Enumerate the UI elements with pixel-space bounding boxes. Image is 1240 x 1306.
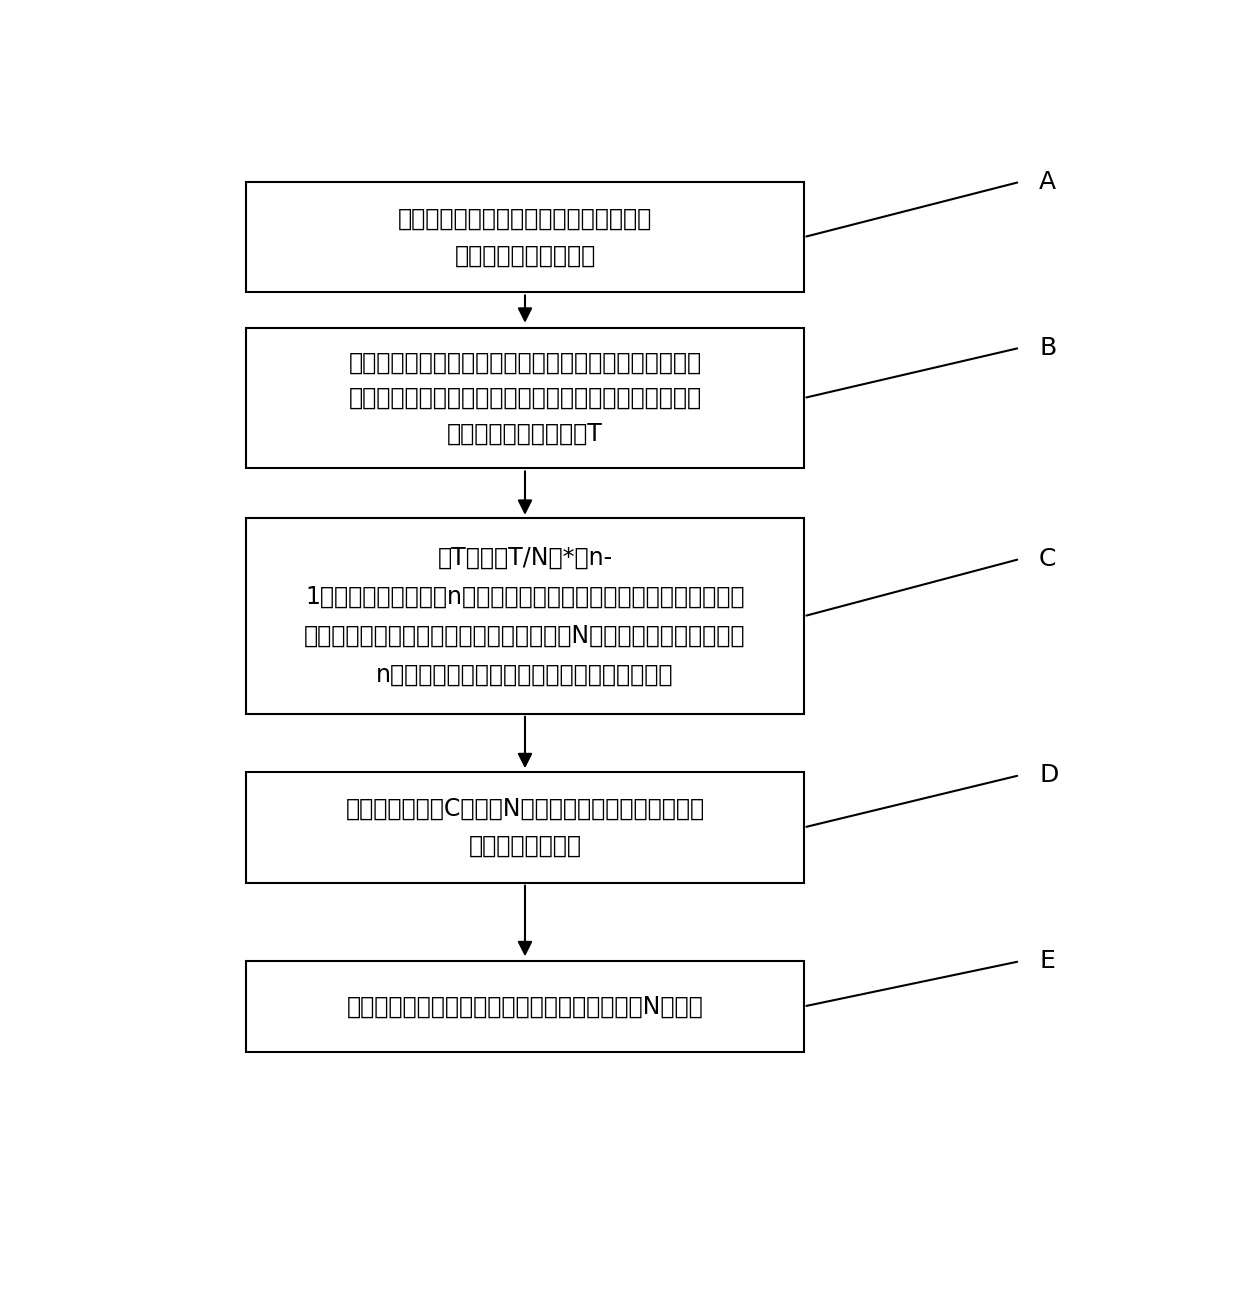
Text: E: E	[1039, 949, 1055, 973]
Text: 据采集器采集所述光电探测器输出的信号，N为光信号调制器的数量，: 据采集器采集所述光电探测器输出的信号，N为光信号调制器的数量，	[304, 624, 745, 648]
Text: 从T延时（T/N）*（n-: 从T延时（T/N）*（n-	[438, 546, 613, 569]
Text: 循环执行步骤（C）直至N个光信号调制器、光电探测器: 循环执行步骤（C）直至N个光信号调制器、光电探测器	[346, 797, 704, 821]
Text: 同时触发所述数据采集器采集所述光电探测器输出的电信: 同时触发所述数据采集器采集所述光电探测器输出的电信	[348, 387, 702, 410]
Text: C: C	[1039, 547, 1056, 571]
Text: 号，并记录触发时刻为T: 号，并记录触发时刻为T	[448, 422, 603, 445]
Bar	[247, 182, 804, 293]
Text: A: A	[1039, 170, 1056, 193]
Bar	[247, 961, 804, 1051]
Bar	[247, 328, 804, 469]
Bar	[247, 772, 804, 883]
Text: n为正在执行发出脉冲光的光信号调制器的序号: n为正在执行发出脉冲光的光信号调制器的序号	[376, 663, 673, 687]
Text: 所述控制分析模块从所述数据采集器获取并分析N组数据: 所述控制分析模块从所述数据采集器获取并分析N组数据	[347, 994, 703, 1019]
Text: 1），依次控制触发第n个光信号调制器发出脉冲光，同时触发所述数: 1），依次控制触发第n个光信号调制器发出脉冲光，同时触发所述数	[305, 585, 745, 609]
Text: 脉冲光的光信号调制器: 脉冲光的光信号调制器	[454, 244, 595, 268]
Bar	[247, 518, 804, 714]
Text: 触发所述第一个发出脉冲光的光信号调制器发出脉冲光，: 触发所述第一个发出脉冲光的光信号调制器发出脉冲光，	[348, 351, 702, 375]
Text: D: D	[1039, 763, 1059, 788]
Text: 都得到触发和采集: 都得到触发和采集	[469, 835, 582, 858]
Text: B: B	[1039, 336, 1056, 359]
Text: 设定一个所述光信号调制器为第一个发出: 设定一个所述光信号调制器为第一个发出	[398, 206, 652, 231]
